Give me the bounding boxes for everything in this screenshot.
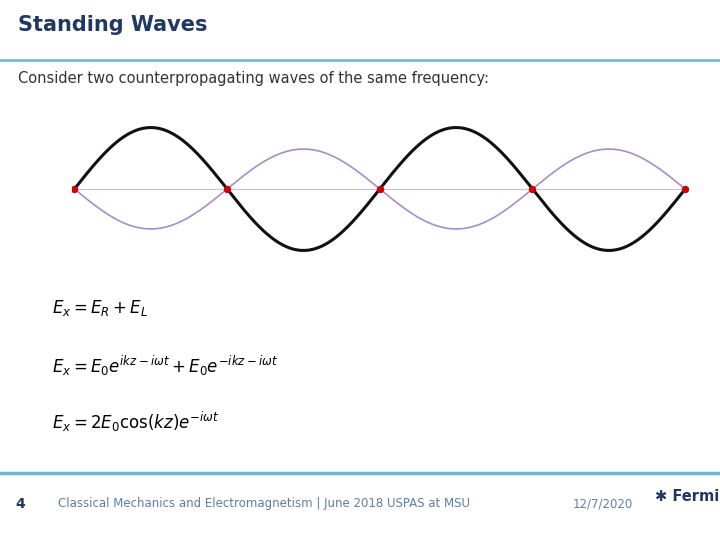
Text: 4: 4 [16,497,26,511]
Point [68,185,80,193]
Text: Consider two counterpropagating waves of the same frequency:: Consider two counterpropagating waves of… [18,71,489,86]
Point [374,185,386,193]
Text: $E_x = E_R + E_L$: $E_x = E_R + E_L$ [53,298,148,318]
Point [527,185,539,193]
Point [221,185,233,193]
Text: 12/7/2020: 12/7/2020 [572,497,633,510]
Text: Standing Waves: Standing Waves [18,15,207,35]
Point [680,185,691,193]
Text: $E_x = 2E_0\cos(kz)e^{-i\omega t}$: $E_x = 2E_0\cos(kz)e^{-i\omega t}$ [53,409,220,434]
Text: ✱ Fermilab: ✱ Fermilab [655,489,720,504]
Text: $E_x = E_0 e^{ikz-i\omega t} + E_0 e^{-ikz-i\omega t}$: $E_x = E_0 e^{ikz-i\omega t} + E_0 e^{-i… [53,354,278,378]
Text: Classical Mechanics and Electromagnetism | June 2018 USPAS at MSU: Classical Mechanics and Electromagnetism… [58,497,469,510]
